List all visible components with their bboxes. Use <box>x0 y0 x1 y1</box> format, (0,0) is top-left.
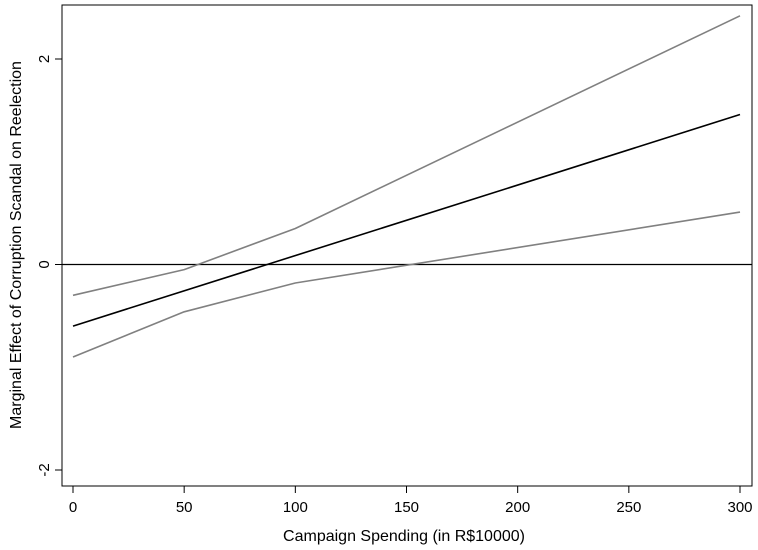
estimate-line <box>72 113 741 327</box>
y-tick-label: -2 <box>36 463 53 476</box>
upper-bound-line <box>72 15 741 297</box>
y-axis-title: Marginal Effect of Corruption Scandal on… <box>8 61 25 429</box>
lower-bound-line <box>72 211 741 358</box>
plot-frame <box>61 4 753 487</box>
x-tick-label: 50 <box>176 499 193 516</box>
x-tick-label: 100 <box>283 499 308 516</box>
x-axis: 0 50 100 150 200 250 300 <box>69 486 753 516</box>
y-tick-label: 0 <box>36 260 53 268</box>
x-tick-label: 0 <box>69 499 77 516</box>
x-tick-label: 300 <box>727 499 752 516</box>
y-tick-label: 2 <box>36 55 53 63</box>
x-axis-title: Campaign Spending (in R$10000) <box>283 528 525 545</box>
x-tick-label: 150 <box>394 499 419 516</box>
x-tick-label: 250 <box>616 499 641 516</box>
series-layer <box>72 15 741 358</box>
x-tick-label: 200 <box>505 499 530 516</box>
y-axis: -2 0 2 <box>36 55 62 477</box>
